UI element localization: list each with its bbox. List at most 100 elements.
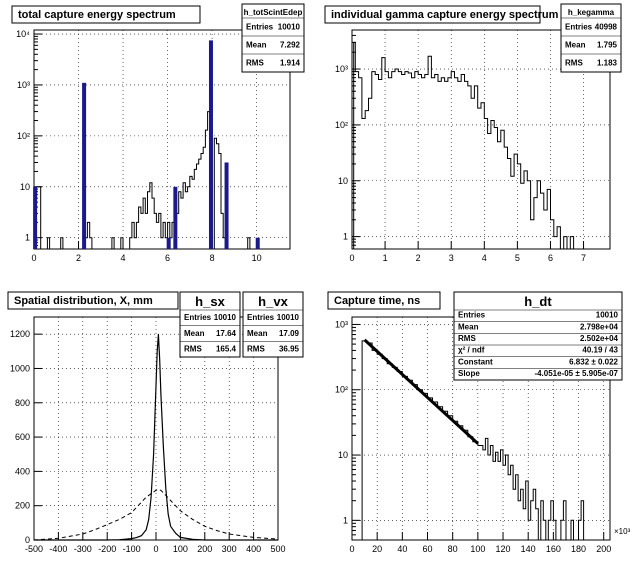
peak-bar — [166, 237, 171, 249]
chart-title: total capture energy spectrum — [18, 9, 176, 21]
stats-label: Mean — [458, 322, 479, 331]
y-tick-label: 10 — [20, 182, 30, 192]
stats-value: 1.914 — [280, 59, 301, 68]
stats-value: 36.95 — [279, 345, 300, 354]
y-tick-label: 10⁴ — [16, 29, 30, 39]
peak-bar — [208, 40, 213, 249]
y-tick-label: 10² — [335, 120, 348, 130]
x-tick-label: 2 — [416, 253, 421, 263]
stats-label: RMS — [565, 59, 583, 68]
y-tick-label: 10² — [17, 131, 30, 141]
stats-value: 10010 — [277, 313, 300, 322]
stats-name: h_kegamma — [568, 8, 615, 17]
y-tick-label: 400 — [15, 466, 30, 476]
stats-value: 40.19 / 43 — [582, 346, 618, 355]
x-tick-label: 140 — [521, 544, 536, 554]
histogram-outline — [352, 41, 610, 250]
stats-label: RMS — [247, 345, 265, 354]
pad-total-capture-energy: 0 2 4 6 8 10 1 10 10² 10³ 10⁴ total capture energy … — [11, 3, 305, 263]
stats-value: 2.502e+04 — [580, 334, 619, 343]
stats-label: RMS — [184, 345, 202, 354]
y-tick-label: 0 — [25, 535, 30, 545]
y-tick-label: 1200 — [10, 329, 30, 339]
x-tick-label: -500 — [25, 544, 43, 554]
x-tick-label: 8 — [210, 253, 215, 263]
pad-individual-gamma-energy: 0 1 2 3 4 5 6 7 1 10 10² 10³ individual gamma captur… — [324, 3, 622, 263]
x-tick-label: 2 — [76, 253, 81, 263]
chart-title: individual gamma capture energy spectrum — [331, 9, 559, 21]
stats-label: Entries — [246, 23, 274, 32]
x-tick-label: 0 — [349, 544, 354, 554]
x-tick-label: -300 — [74, 544, 92, 554]
x-tick-label: 0 — [31, 253, 36, 263]
x-tick-label: 120 — [496, 544, 511, 554]
x-tick-label: 400 — [246, 544, 261, 554]
y-tick-label: 800 — [15, 398, 30, 408]
peak-bar — [173, 186, 178, 249]
stats-label: Mean — [246, 41, 267, 50]
stats-label: Mean — [184, 329, 205, 338]
x-tick-label: 100 — [470, 544, 485, 554]
chart-title: Spatial distribution, X, mm — [14, 295, 153, 307]
stats-value: 165.4 — [216, 345, 237, 354]
stats-label: Mean — [247, 329, 268, 338]
x-tick-label: 5 — [515, 253, 520, 263]
x-tick-label: 500 — [270, 544, 285, 554]
x-tick-label: -100 — [123, 544, 141, 554]
stats-value: 40998 — [595, 23, 618, 32]
stats-value: 7.292 — [280, 41, 301, 50]
stats-name: h_dt — [524, 294, 552, 309]
stats-value: 10010 — [214, 313, 237, 322]
x-tick-label: 300 — [222, 544, 237, 554]
stats-name: h_vx — [258, 294, 288, 309]
plot-frame — [351, 29, 611, 250]
x-tick-label: 20 — [372, 544, 382, 554]
series-line-vx — [33, 488, 279, 541]
x-tick-label: 100 — [173, 544, 188, 554]
x-tick-label: 80 — [448, 544, 458, 554]
pad-spatial-distribution: -500 -400 -300 -200 -100 0 100 200 300 400 500 0 200… — [7, 291, 304, 554]
stats-value: 17.09 — [279, 329, 300, 338]
title-box — [324, 5, 541, 24]
x-tick-label: 6 — [548, 253, 553, 263]
y-tick-label: 200 — [15, 501, 30, 511]
stats-box — [179, 291, 241, 358]
y-tick-label: 10³ — [17, 80, 30, 90]
x-axis-multiplier: ×10³ — [614, 527, 631, 536]
chart-title: Capture time, ns — [334, 295, 420, 307]
stats-label: Slope — [458, 369, 480, 378]
stats-name: h_sx — [195, 294, 225, 309]
title-box — [327, 291, 441, 310]
x-tick-label: 40 — [397, 544, 407, 554]
fit-line — [363, 338, 479, 445]
stats-value: 10010 — [596, 311, 619, 320]
stats-value: 17.64 — [216, 329, 237, 338]
stats-label: RMS — [246, 59, 264, 68]
stats-label: Entries — [247, 313, 275, 322]
x-tick-label: 60 — [423, 544, 433, 554]
stats-label: χ² / ndf — [458, 346, 485, 355]
title-box — [7, 291, 179, 310]
stats-label: Entries — [458, 311, 486, 320]
x-tick-label: 200 — [596, 544, 611, 554]
peak-bar — [82, 82, 87, 249]
y-tick-label: 1 — [343, 232, 348, 242]
plot-frame — [33, 29, 291, 250]
plot-frame — [33, 316, 279, 541]
stats-label: Entries — [565, 23, 593, 32]
x-tick-label: 1 — [383, 253, 388, 263]
stats-box — [560, 3, 622, 73]
x-tick-label: 200 — [197, 544, 212, 554]
stats-value: 10010 — [278, 23, 301, 32]
x-tick-label: 180 — [571, 544, 586, 554]
y-tick-label: 600 — [15, 432, 30, 442]
stats-label: RMS — [458, 334, 476, 343]
x-tick-label: -200 — [98, 544, 116, 554]
peak-bar — [33, 186, 38, 249]
stats-name: h_totScintEdep — [244, 8, 303, 17]
x-tick-label: 0 — [349, 253, 354, 263]
title-box — [11, 5, 201, 24]
y-tick-label: 10² — [335, 385, 348, 395]
stats-value: 6.832 ± 0.022 — [569, 357, 618, 366]
